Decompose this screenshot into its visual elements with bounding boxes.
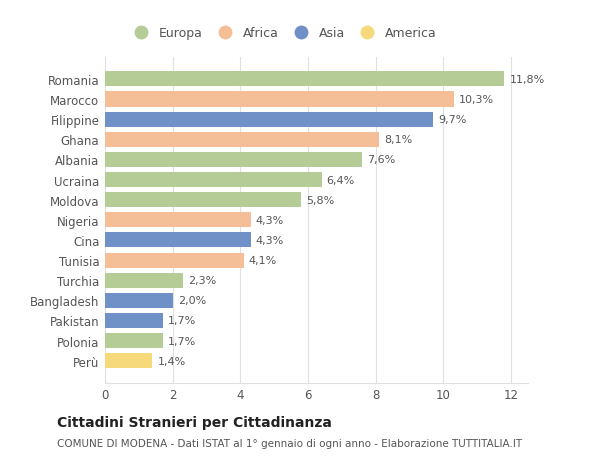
Bar xyxy=(105,233,251,248)
Text: 2,3%: 2,3% xyxy=(188,275,216,285)
Text: 1,7%: 1,7% xyxy=(167,336,196,346)
Bar xyxy=(105,353,152,369)
Bar xyxy=(105,112,433,128)
Text: 8,1%: 8,1% xyxy=(384,135,412,145)
Text: 7,6%: 7,6% xyxy=(367,155,395,165)
Bar xyxy=(105,253,244,268)
Text: 10,3%: 10,3% xyxy=(458,95,494,105)
Text: 4,1%: 4,1% xyxy=(249,256,277,265)
Bar xyxy=(105,72,505,87)
Bar xyxy=(105,92,454,107)
Text: 1,7%: 1,7% xyxy=(167,316,196,326)
Bar xyxy=(105,313,163,328)
Text: 4,3%: 4,3% xyxy=(256,235,284,246)
Legend: Europa, Africa, Asia, America: Europa, Africa, Asia, America xyxy=(126,24,439,43)
Text: 5,8%: 5,8% xyxy=(307,195,335,205)
Text: COMUNE DI MODENA - Dati ISTAT al 1° gennaio di ogni anno - Elaborazione TUTTITAL: COMUNE DI MODENA - Dati ISTAT al 1° genn… xyxy=(57,438,522,448)
Bar xyxy=(105,173,322,188)
Bar xyxy=(105,273,183,288)
Bar xyxy=(105,193,301,208)
Text: Cittadini Stranieri per Cittadinanza: Cittadini Stranieri per Cittadinanza xyxy=(57,415,332,429)
Text: 6,4%: 6,4% xyxy=(326,175,355,185)
Bar xyxy=(105,333,163,348)
Bar xyxy=(105,133,379,147)
Bar xyxy=(105,152,362,168)
Text: 1,4%: 1,4% xyxy=(157,356,186,366)
Text: 9,7%: 9,7% xyxy=(439,115,467,125)
Bar xyxy=(105,213,251,228)
Text: 4,3%: 4,3% xyxy=(256,215,284,225)
Text: 2,0%: 2,0% xyxy=(178,296,206,306)
Bar xyxy=(105,293,173,308)
Text: 11,8%: 11,8% xyxy=(509,75,545,85)
